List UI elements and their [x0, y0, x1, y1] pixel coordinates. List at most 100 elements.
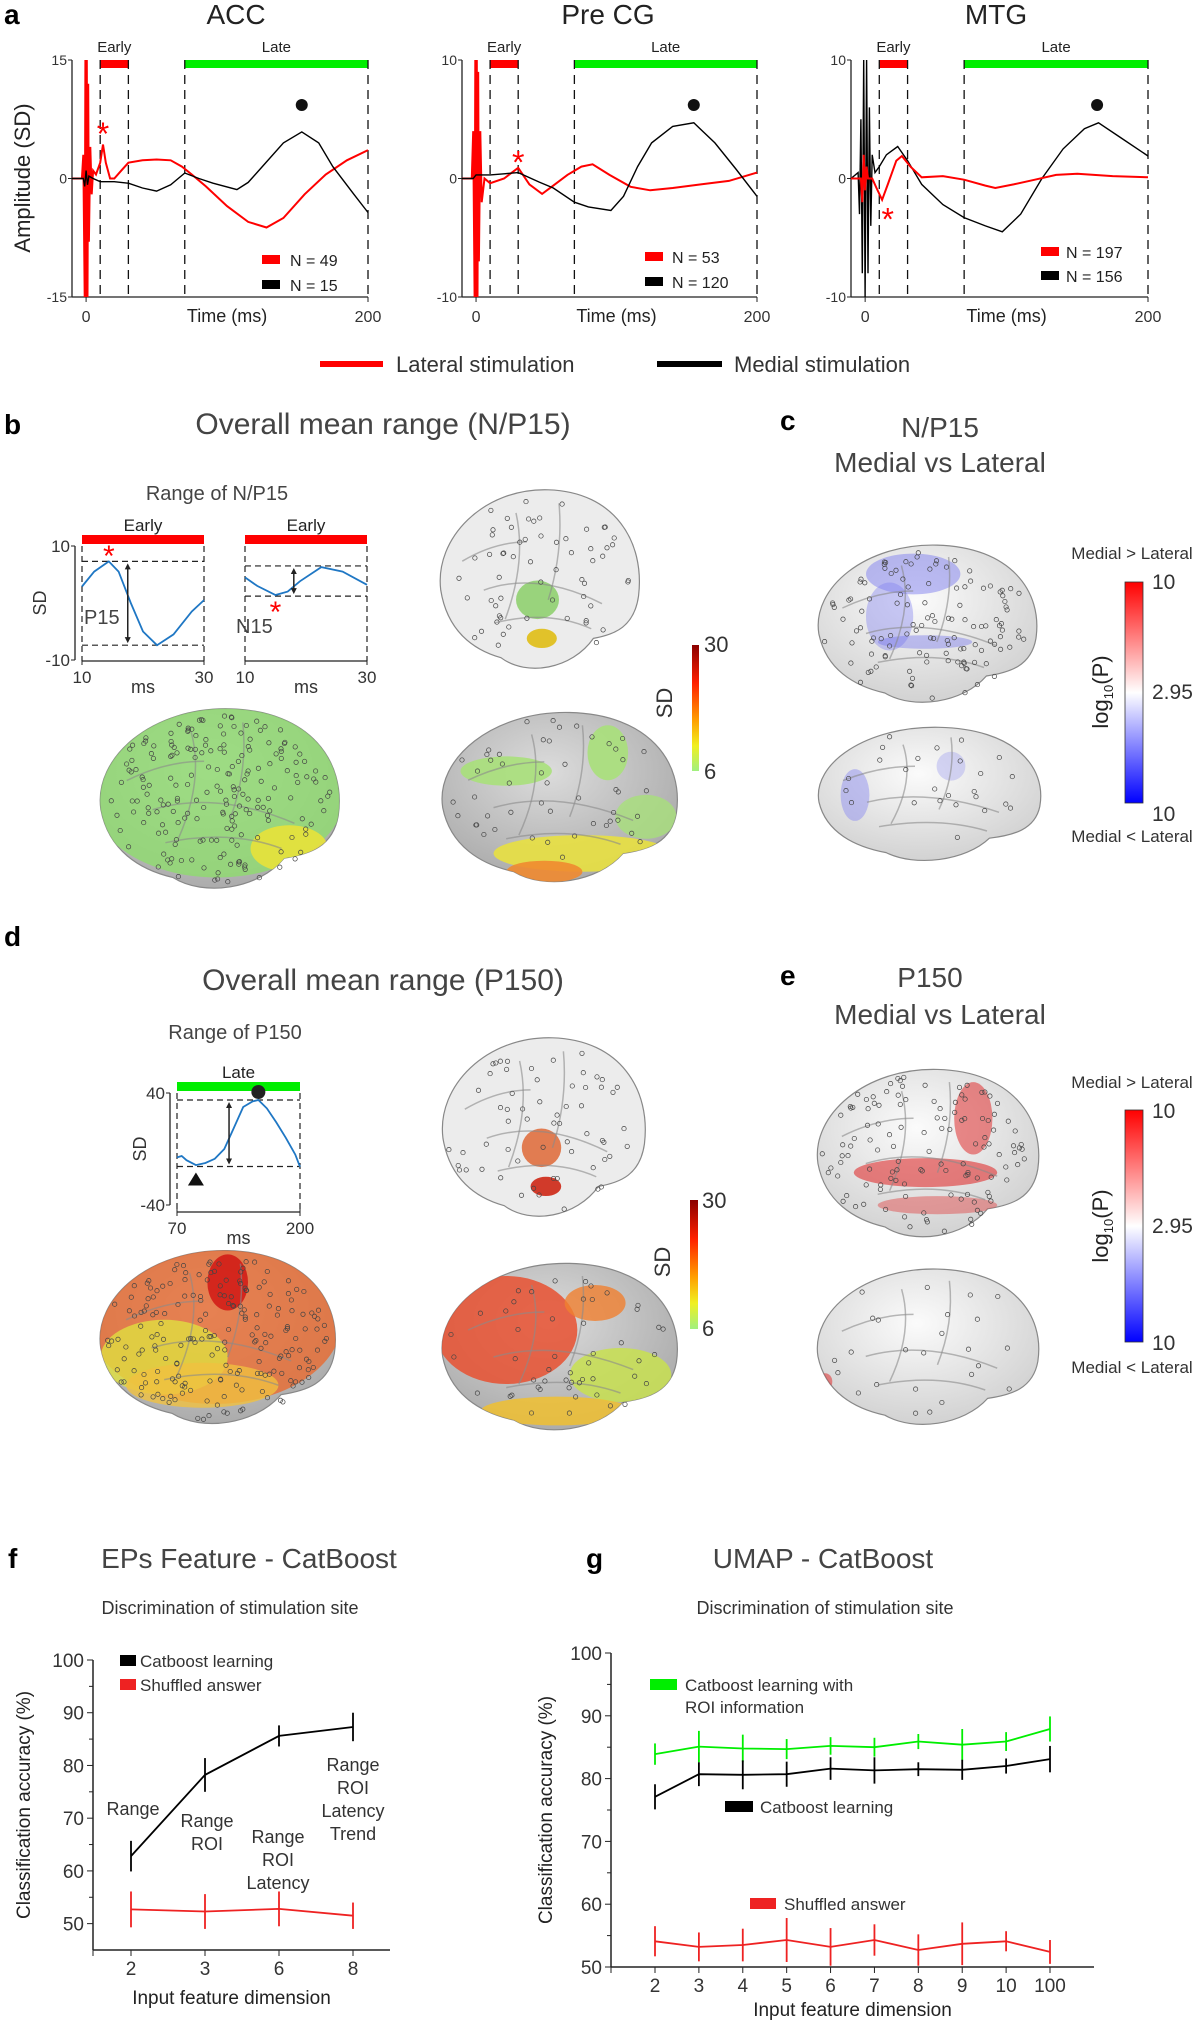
label-sub: 10	[1101, 1219, 1116, 1233]
sulcus-line	[493, 800, 634, 822]
electrode-dot	[610, 1089, 616, 1095]
electrode-dot	[155, 864, 161, 870]
arrowhead-icon	[290, 567, 297, 595]
electrode-dot	[168, 1393, 174, 1399]
electrode-dot	[1005, 1118, 1011, 1124]
electrode-dot	[620, 757, 626, 763]
x-tick-label: 30	[358, 668, 377, 687]
electrode-dot	[581, 1320, 587, 1326]
x-tick-label: 7	[869, 1976, 880, 1997]
electrode-dot	[182, 1293, 188, 1299]
electrode-dot	[828, 1165, 834, 1171]
window-label: Early	[124, 516, 163, 535]
electrode-dot	[952, 558, 958, 564]
legend-medial-label: Medial stimulation	[734, 352, 910, 377]
electrode-dot	[1008, 586, 1014, 592]
electrode-dot	[957, 758, 963, 764]
electrode-dot	[538, 533, 544, 539]
peak-dot-marker	[687, 99, 700, 112]
electrode-dot	[880, 744, 886, 750]
electrode-dot	[522, 536, 528, 542]
sulcus-line	[569, 725, 585, 818]
electrode-dot	[217, 1283, 223, 1289]
electrode-dot	[198, 1297, 204, 1304]
electrode-dot	[141, 740, 147, 747]
electrode-dot	[268, 1333, 274, 1339]
electrode-dot	[142, 1380, 149, 1386]
electrode-dot	[634, 1306, 640, 1312]
electrode-dot	[958, 646, 964, 652]
electrode-dot	[835, 1173, 841, 1179]
electrode-dot	[229, 764, 235, 770]
peak-dot-marker	[295, 99, 308, 112]
sulcus-line	[877, 1188, 986, 1201]
electrode-dot	[881, 561, 887, 567]
activation-overlay	[464, 1051, 608, 1197]
y-tick-label: 0	[449, 171, 457, 187]
electrode-dot	[1009, 774, 1015, 780]
legend-label: ROI information	[685, 1698, 804, 1717]
electrode-dot	[583, 1084, 589, 1091]
electrode-dot	[590, 1165, 596, 1171]
electrode-dot	[971, 624, 977, 630]
window-bar-early	[879, 60, 908, 68]
electrode-dot	[244, 771, 250, 777]
brain-surface	[818, 727, 1040, 860]
electrode-dot	[141, 1371, 147, 1378]
electrode-dot	[235, 758, 241, 764]
electrode-dot	[463, 1167, 469, 1173]
peak-label: N15	[236, 616, 273, 638]
electrode-dot	[163, 829, 169, 835]
electrode-dot	[271, 1368, 277, 1374]
n-legend-swatch	[262, 255, 280, 264]
electrode-dot	[895, 1092, 901, 1098]
electrode-dot	[991, 673, 997, 679]
electrode-dot	[588, 603, 594, 609]
electrode-dot	[214, 783, 220, 789]
electrode-dot	[1019, 1146, 1025, 1152]
electrode-dot	[131, 1283, 137, 1289]
electrode-dot	[566, 1410, 572, 1416]
electrode-dot	[569, 1083, 575, 1089]
electrode-dot	[192, 754, 198, 761]
asterisk-marker: *	[882, 201, 894, 237]
electrode-dot	[484, 751, 490, 758]
electrode-dot	[953, 802, 959, 808]
electrode-dot	[893, 567, 899, 573]
electrode-dot	[881, 559, 887, 565]
electrode-contacts	[108, 713, 333, 885]
y-tick-label: 50	[581, 1958, 602, 1979]
activation-overlay	[460, 725, 677, 882]
electrode-dot	[618, 1340, 624, 1346]
plot-title: ACC	[206, 0, 265, 30]
electrode-dot	[926, 1148, 932, 1154]
panel-c-np15-medial-vs-lateral: N/P15 Medial vs Lateral Medial > Lateral…	[834, 412, 1193, 846]
electrode-dot	[211, 1332, 217, 1339]
electrode-dot	[925, 615, 931, 621]
electrode-dot	[167, 860, 173, 866]
electrode-dot	[939, 1399, 945, 1406]
electrode-dot	[249, 1332, 255, 1338]
electrode-dot	[1016, 628, 1022, 634]
electrode-dot	[247, 811, 253, 817]
electrode-dot	[913, 627, 919, 633]
p-colorbar	[1124, 581, 1144, 804]
n-legend-swatch	[645, 252, 663, 261]
electrode-dot	[997, 634, 1003, 640]
electrode-dot	[901, 1074, 907, 1080]
electrode-dot	[888, 1175, 894, 1181]
electrode-dot	[883, 1206, 889, 1212]
electrode-dot	[148, 751, 154, 757]
sulcus-line	[504, 512, 521, 620]
electrode-contacts	[832, 1284, 1012, 1416]
electrode-dot	[293, 759, 299, 765]
electrode-dot	[569, 1149, 575, 1155]
electrode-dot	[1015, 1162, 1021, 1168]
electrode-dot	[939, 1125, 945, 1131]
panel-e-title-line2: Medial vs Lateral	[834, 999, 1046, 1030]
electrode-dot	[495, 642, 501, 648]
panel-f-chart: 50 60 70 80 90 100 2 3 6 8 Input feature dimension…	[14, 1651, 390, 2009]
y-tick-label: 80	[63, 1756, 84, 1777]
electrode-dot	[139, 1385, 145, 1391]
electrode-dot	[559, 501, 565, 507]
